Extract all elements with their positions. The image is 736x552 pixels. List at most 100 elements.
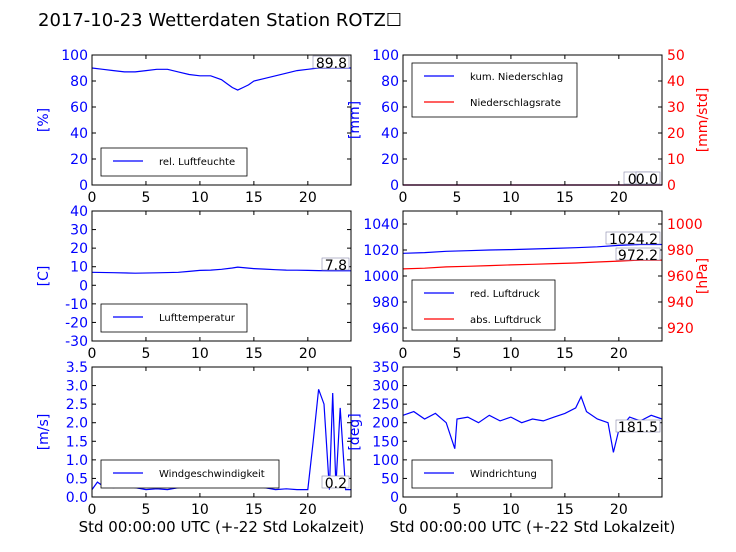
value-annotation: 181.5 (618, 420, 658, 436)
y-tick-label: 100 (372, 48, 399, 64)
legend-box-5 (100, 459, 280, 489)
x-tick-label: 20 (610, 346, 628, 362)
axes-frame-6 (402, 366, 663, 498)
x-tick-label: 0 (88, 346, 97, 362)
x-axis-label: Std 00:00:00 UTC (+-22 Std Lokalzeit) (79, 518, 365, 536)
y2-axis-label: [hPa] (695, 258, 711, 294)
y-tick-label: 10 (70, 260, 88, 276)
x-tick-label: 10 (191, 346, 209, 362)
axes-frame-1 (91, 54, 352, 186)
y2-tick-label: 30 (667, 100, 685, 116)
y-tick-label: 60 (70, 100, 88, 116)
axes-frame-5 (91, 366, 352, 498)
y-tick-label: 20 (70, 152, 88, 168)
y-tick-label: 20 (381, 152, 399, 168)
legend-label: Windgeschwindigkeit (159, 469, 265, 480)
y-tick-label: 60 (381, 100, 399, 116)
x-tick-label: 20 (299, 346, 317, 362)
x-tick-label: 0 (88, 502, 97, 518)
y-tick-label: 40 (381, 126, 399, 142)
legend-box-2 (411, 62, 578, 118)
figure-title: 2017-10-23 Wetterdaten Station ROTZ☐ (38, 10, 402, 31)
value-annotation-box (321, 257, 350, 271)
x-tick-label: 20 (610, 502, 628, 518)
axes-frame-2 (402, 54, 663, 186)
x-tick-label: 15 (556, 190, 574, 206)
y2-tick-label: 20 (667, 126, 685, 142)
value-annotation: 89.8 (316, 56, 347, 72)
y-tick-label: -20 (65, 315, 88, 331)
y-tick-label: 3.5 (66, 360, 88, 376)
y-tick-label: 80 (70, 74, 88, 90)
value-annotation: 7.8 (325, 258, 347, 274)
legend-label: Lufttemperatur (159, 313, 236, 324)
y-tick-label: 300 (372, 379, 399, 395)
y-tick-label: 0 (390, 490, 399, 506)
legend-label: kum. Niederschlag (470, 72, 563, 83)
x-tick-label: 5 (452, 190, 461, 206)
x-tick-label: 15 (245, 502, 263, 518)
x-axis-label: Std 00:00:00 UTC (+-22 Std Lokalzeit) (390, 518, 676, 536)
series-line-6-1 (402, 395, 663, 453)
y2-tick-label: 920 (667, 321, 694, 337)
y-tick-label: 960 (372, 321, 399, 337)
value-annotation: 972.2 (618, 248, 658, 264)
y-tick-label: -30 (65, 334, 88, 350)
y-tick-label: 0.5 (66, 471, 88, 487)
y-tick-label: 200 (372, 416, 399, 432)
legend-label: rel. Luftfeuchte (159, 157, 235, 168)
y-axis-label: [C] (36, 266, 52, 287)
y-axis-label: [mm] (347, 101, 363, 139)
y2-tick-label: 10 (667, 152, 685, 168)
y-tick-label: 2.5 (66, 397, 88, 413)
y2-tick-label: 960 (667, 269, 694, 285)
x-tick-label: 10 (502, 190, 520, 206)
y2-tick-label: 50 (667, 48, 685, 64)
x-tick-label: 0 (399, 190, 408, 206)
y2-tick-label: 980 (667, 243, 694, 259)
y-tick-label: 0 (79, 178, 88, 194)
x-tick-label: 15 (245, 346, 263, 362)
y-axis-label: [%] (36, 108, 52, 132)
y-axis-label: [m/s] (36, 414, 52, 451)
x-tick-label: 20 (610, 190, 628, 206)
y-tick-label: 150 (372, 434, 399, 450)
y2-tick-label: 1000 (667, 217, 703, 233)
y-tick-label: 30 (70, 223, 88, 239)
y-tick-label: 1000 (363, 269, 399, 285)
legend-label: red. Luftdruck (470, 289, 540, 300)
x-tick-label: 0 (88, 190, 97, 206)
y-tick-label: 80 (381, 74, 399, 90)
value-annotation-box (635, 171, 661, 185)
y2-tick-label: 0 (667, 178, 676, 194)
x-tick-label: 10 (191, 502, 209, 518)
y-tick-label: 40 (70, 204, 88, 220)
y-tick-label: 3.0 (66, 379, 88, 395)
y-tick-label: -10 (65, 297, 88, 313)
y-tick-label: 1.0 (66, 453, 88, 469)
x-tick-label: 15 (245, 190, 263, 206)
x-tick-label: 5 (141, 502, 150, 518)
y2-tick-label: 40 (667, 74, 685, 90)
x-tick-label: 15 (556, 502, 574, 518)
x-tick-label: 5 (141, 190, 150, 206)
y-tick-label: 40 (70, 126, 88, 142)
x-tick-label: 20 (299, 502, 317, 518)
value-annotation: 0.0 (636, 172, 658, 188)
x-tick-label: 5 (141, 346, 150, 362)
legend-label: abs. Luftdruck (470, 315, 541, 326)
legend-box-4 (411, 279, 556, 331)
y-tick-label: 20 (70, 241, 88, 257)
y-tick-label: 0 (79, 278, 88, 294)
value-annotation-box (615, 419, 661, 433)
legend-label: Niederschlagsrate (470, 98, 561, 109)
legend-box-6 (411, 459, 553, 489)
value-annotation: 0.2 (325, 476, 347, 492)
x-tick-label: 10 (502, 502, 520, 518)
value-annotation-box (312, 55, 350, 69)
x-tick-label: 0 (399, 502, 408, 518)
legend-label: Windrichtung (470, 469, 537, 480)
value-annotation: 1024.2 (609, 232, 658, 248)
y-tick-label: 350 (372, 360, 399, 376)
y-tick-label: 100 (61, 48, 88, 64)
